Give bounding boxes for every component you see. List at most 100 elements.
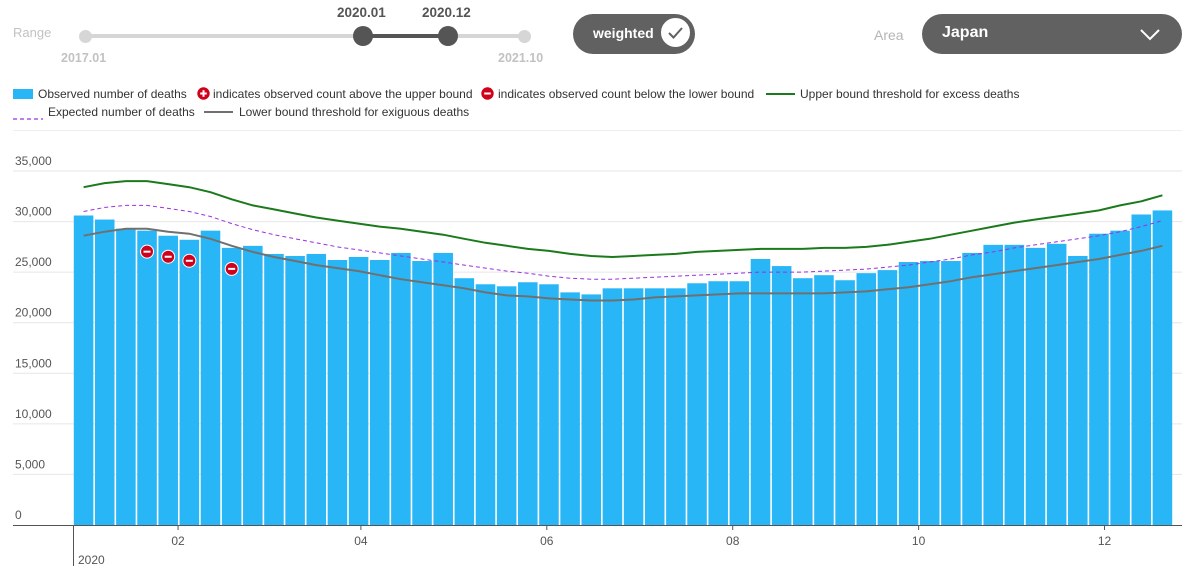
observed-bar xyxy=(412,261,432,525)
minus-bar xyxy=(143,250,151,253)
legend-label-upper: Upper bound threshold for excess deaths xyxy=(800,87,1020,101)
observed-bar xyxy=(687,283,707,525)
range-start-label: 2020.01 xyxy=(337,5,386,20)
observed-bar xyxy=(518,282,538,525)
x-tick-label: 04 xyxy=(354,534,368,548)
observed-bar xyxy=(73,215,94,525)
observed-bar xyxy=(369,260,390,525)
y-tick-label: 0 xyxy=(15,508,22,522)
y-tick-label: 10,000 xyxy=(15,407,52,421)
observed-bar xyxy=(200,230,221,525)
area-label: Area xyxy=(874,27,904,43)
observed-bar xyxy=(1131,214,1152,525)
observed-bar xyxy=(708,281,728,525)
observed-bar xyxy=(856,273,877,525)
observed-bar xyxy=(623,288,644,525)
observed-bar xyxy=(919,261,940,525)
range-slider-selection[interactable] xyxy=(363,34,448,38)
observed-bar xyxy=(560,292,580,525)
range-slider-min-endpoint xyxy=(79,30,92,43)
observed-bar xyxy=(539,284,559,525)
range-label: Range xyxy=(13,25,52,40)
observed-bar xyxy=(475,284,496,525)
outlier-markers xyxy=(140,244,239,276)
observed-bar xyxy=(158,235,178,525)
range-slider-track[interactable] xyxy=(86,34,524,38)
observed-bar xyxy=(666,288,686,525)
observed-bar xyxy=(1152,210,1173,525)
observed-bar xyxy=(285,255,305,525)
y-tick-label: 20,000 xyxy=(15,306,52,320)
below-bound-marker xyxy=(140,244,155,259)
y-tick-label: 35,000 xyxy=(15,154,52,168)
weighted-toggle[interactable]: weighted xyxy=(573,14,695,54)
range-max-label: 2021.10 xyxy=(498,51,544,65)
minus-bar xyxy=(164,255,172,258)
range-end-handle[interactable] xyxy=(438,26,458,46)
x-tick-label: 12 xyxy=(1098,534,1112,548)
observed-bar xyxy=(1089,233,1109,526)
observed-swatch xyxy=(13,89,33,99)
year-label: 2020 xyxy=(78,553,105,567)
below-bound-marker xyxy=(161,249,176,264)
x-tick-label: 06 xyxy=(540,534,554,548)
observed-bar xyxy=(793,278,813,525)
observed-bar xyxy=(1046,243,1067,525)
observed-bar xyxy=(306,253,327,526)
observed-bar xyxy=(835,280,855,525)
lower-line-swatch xyxy=(204,111,233,113)
observed-bar xyxy=(264,253,284,526)
observed-bar xyxy=(221,247,242,525)
observed-bar xyxy=(581,294,602,525)
expected-line xyxy=(83,204,1163,280)
observed-bar xyxy=(137,230,157,525)
x-tick-label: 08 xyxy=(726,534,740,548)
observed-bar xyxy=(1025,247,1046,525)
observed-bar xyxy=(327,260,348,525)
observed-bar xyxy=(1004,244,1025,525)
area-selected-value: Japan xyxy=(942,24,989,41)
controls-bar: Range 2017.01 2021.10 2020.01 2020.12 we… xyxy=(0,0,1182,72)
observed-bar xyxy=(1068,255,1088,525)
axes: 0 5,000 10,000 15,000 20,000 25,000 30,000 35,0… xyxy=(13,154,1182,567)
range-start-handle[interactable] xyxy=(353,26,373,46)
x-tick-label: 10 xyxy=(912,534,926,548)
legend-divider xyxy=(13,130,1182,131)
observed-bar xyxy=(941,261,961,525)
range-slider-max-endpoint xyxy=(518,30,531,43)
minus-circle-icon xyxy=(481,87,494,103)
observed-bar xyxy=(116,228,136,525)
observed-bar xyxy=(1110,230,1130,525)
below-bound-marker xyxy=(224,261,239,276)
observed-bar xyxy=(983,244,1003,525)
expected-line-swatch xyxy=(13,110,43,124)
minus-bar xyxy=(228,267,236,270)
minus-bar xyxy=(185,259,193,262)
lower-bound-line xyxy=(83,227,1163,302)
observed-bar xyxy=(898,262,919,525)
observed-bar xyxy=(391,252,411,525)
upper-bound-line xyxy=(83,180,1163,259)
observed-bar xyxy=(94,219,115,525)
observed-bar xyxy=(814,275,834,525)
area-dropdown[interactable]: Japan xyxy=(922,14,1182,54)
upper-line-swatch xyxy=(766,93,795,95)
observed-bar xyxy=(962,252,982,525)
observed-bar xyxy=(644,288,665,525)
below-bound-marker xyxy=(182,253,197,268)
observed-bar xyxy=(750,258,771,525)
legend-label-expected: Expected number of deaths xyxy=(48,105,195,119)
chevron-down-icon xyxy=(1140,28,1160,46)
observed-bar xyxy=(877,270,898,525)
legend-label-above: indicates observed count above the upper… xyxy=(213,87,473,101)
y-tick-label: 25,000 xyxy=(15,255,52,269)
y-tick-label: 15,000 xyxy=(15,356,52,370)
legend-label-observed: Observed number of deaths xyxy=(38,87,187,101)
observed-bar xyxy=(496,286,517,525)
observed-bar xyxy=(348,256,369,525)
observed-bar xyxy=(602,288,623,525)
observed-bar xyxy=(433,252,453,525)
observed-bar xyxy=(243,245,263,526)
threshold-lines xyxy=(83,180,1163,302)
